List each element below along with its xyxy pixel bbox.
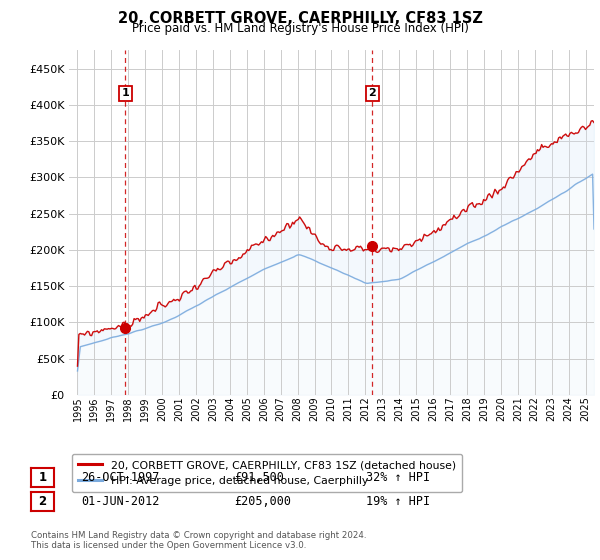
Text: Price paid vs. HM Land Registry's House Price Index (HPI): Price paid vs. HM Land Registry's House … [131,22,469,35]
Text: 19% ↑ HPI: 19% ↑ HPI [366,494,430,508]
Text: Contains HM Land Registry data © Crown copyright and database right 2024.
This d: Contains HM Land Registry data © Crown c… [31,530,367,550]
Text: 2: 2 [368,88,376,99]
Text: 20, CORBETT GROVE, CAERPHILLY, CF83 1SZ: 20, CORBETT GROVE, CAERPHILLY, CF83 1SZ [118,11,482,26]
Text: 26-OCT-1997: 26-OCT-1997 [81,470,160,484]
Text: 32% ↑ HPI: 32% ↑ HPI [366,470,430,484]
Text: 2: 2 [38,494,47,508]
Text: 1: 1 [121,88,129,99]
Text: £91,500: £91,500 [234,470,284,484]
Text: 1: 1 [38,470,47,484]
Text: 01-JUN-2012: 01-JUN-2012 [81,494,160,508]
Legend: 20, CORBETT GROVE, CAERPHILLY, CF83 1SZ (detached house), HPI: Average price, de: 20, CORBETT GROVE, CAERPHILLY, CF83 1SZ … [72,454,463,492]
Text: £205,000: £205,000 [234,494,291,508]
